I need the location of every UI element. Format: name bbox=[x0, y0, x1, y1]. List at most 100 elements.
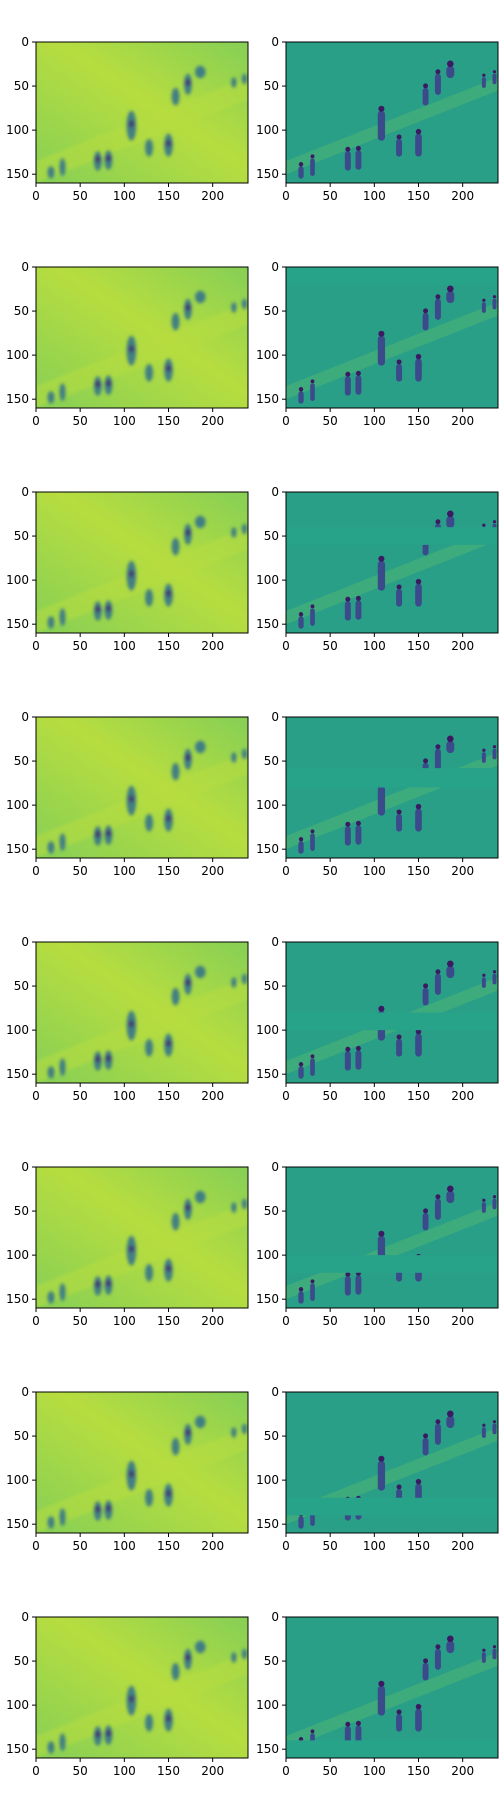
x-tick-label: 150 bbox=[407, 414, 430, 428]
figure-blob bbox=[47, 841, 55, 854]
y-tick-label: 150 bbox=[6, 617, 29, 631]
x-tick-label: 0 bbox=[282, 414, 290, 428]
y-tick-label: 100 bbox=[256, 1698, 279, 1712]
x-tick-label: 150 bbox=[157, 1314, 180, 1328]
image-background bbox=[286, 42, 498, 183]
x-tick-label: 200 bbox=[451, 1539, 474, 1553]
axes-frame bbox=[285, 1391, 499, 1534]
y-tick-label: 150 bbox=[6, 1742, 29, 1756]
x-tick-label: 100 bbox=[113, 414, 136, 428]
figure-silhouette bbox=[344, 376, 351, 396]
figure-blob bbox=[231, 1652, 237, 1663]
x-tick-label: 0 bbox=[32, 414, 40, 428]
figure-silhouette bbox=[492, 1423, 497, 1435]
figure-silhouette bbox=[396, 813, 403, 832]
figure-silhouette bbox=[481, 1427, 486, 1438]
figure-silhouette bbox=[481, 1202, 486, 1213]
figure-blob bbox=[231, 302, 237, 313]
y-tick-label: 50 bbox=[264, 1654, 279, 1668]
y-tick-label: 50 bbox=[264, 754, 279, 768]
figure-silhouette bbox=[422, 987, 429, 1006]
figure-silhouette bbox=[344, 601, 351, 621]
figure-silhouette bbox=[415, 1708, 422, 1732]
y-tick-label: 50 bbox=[14, 1204, 29, 1218]
x-tick-label: 50 bbox=[73, 1764, 88, 1778]
x-tick-label: 50 bbox=[323, 1314, 338, 1328]
x-tick-label: 150 bbox=[407, 1764, 430, 1778]
x-tick-label: 50 bbox=[323, 189, 338, 203]
y-tick-label: 150 bbox=[256, 1517, 279, 1531]
figure-silhouette bbox=[446, 1415, 455, 1429]
figure-blob bbox=[241, 298, 248, 310]
figure-blob bbox=[145, 363, 154, 382]
figure-blob bbox=[171, 1437, 180, 1456]
y-tick-label: 50 bbox=[264, 979, 279, 993]
figure-silhouette bbox=[344, 1276, 351, 1296]
figure-silhouette bbox=[298, 1291, 304, 1304]
x-tick-label: 0 bbox=[282, 1539, 290, 1553]
x-tick-label: 200 bbox=[201, 864, 224, 878]
x-tick-label: 200 bbox=[451, 639, 474, 653]
figure-silhouette bbox=[396, 363, 403, 382]
y-tick-label: 150 bbox=[256, 1067, 279, 1081]
x-tick-label: 150 bbox=[157, 639, 180, 653]
panel-r2-c0: 0 50 100 150 200 0 50 100 150 bbox=[6, 485, 249, 653]
figure-blob bbox=[145, 1038, 154, 1057]
panel-r5-c1: 0 50 100 150 200 0 50 100 150 bbox=[256, 1160, 499, 1328]
panel-r1-c0: 0 50 100 150 200 0 50 100 150 bbox=[6, 260, 249, 428]
figure-blob bbox=[59, 1058, 66, 1076]
figure-silhouette bbox=[355, 375, 362, 395]
figure-silhouette bbox=[396, 138, 403, 157]
x-tick-label: 100 bbox=[363, 1539, 386, 1553]
figure-silhouette bbox=[355, 825, 362, 845]
y-tick-label: 0 bbox=[21, 935, 29, 949]
y-tick-label: 100 bbox=[256, 123, 279, 137]
y-tick-label: 100 bbox=[6, 348, 29, 362]
figure-silhouette bbox=[446, 290, 455, 304]
image-background bbox=[286, 492, 498, 633]
figure-silhouette bbox=[377, 1460, 386, 1491]
x-tick-label: 150 bbox=[407, 864, 430, 878]
x-tick-label: 150 bbox=[157, 414, 180, 428]
figure-blob bbox=[195, 1190, 206, 1204]
x-tick-label: 200 bbox=[201, 1764, 224, 1778]
figure-blob bbox=[47, 1516, 55, 1529]
image-background bbox=[286, 267, 498, 408]
figure-blob bbox=[145, 1263, 154, 1282]
x-tick-label: 200 bbox=[451, 864, 474, 878]
y-tick-label: 50 bbox=[264, 79, 279, 93]
y-tick-label: 0 bbox=[271, 1160, 279, 1174]
x-tick-label: 50 bbox=[73, 864, 88, 878]
figure-silhouette bbox=[481, 977, 486, 988]
x-tick-label: 150 bbox=[157, 1089, 180, 1103]
x-tick-label: 50 bbox=[323, 1539, 338, 1553]
axes-frame bbox=[35, 491, 249, 634]
figure-blob bbox=[171, 1662, 180, 1681]
y-tick-label: 100 bbox=[256, 573, 279, 587]
figure-silhouette bbox=[422, 87, 429, 106]
figure-blob bbox=[145, 588, 154, 607]
figure-blob bbox=[171, 987, 180, 1006]
figure-blob bbox=[47, 1066, 55, 1079]
panel-r7-c1: 0 50 100 150 200 0 50 100 150 bbox=[256, 1610, 499, 1778]
x-tick-label: 0 bbox=[282, 189, 290, 203]
x-tick-label: 0 bbox=[282, 1089, 290, 1103]
figure-blob bbox=[145, 1713, 154, 1732]
y-tick-label: 150 bbox=[6, 392, 29, 406]
figure-silhouette bbox=[310, 833, 315, 851]
figure-blob bbox=[241, 748, 248, 760]
figure-silhouette bbox=[446, 740, 455, 754]
y-tick-label: 0 bbox=[21, 485, 29, 499]
figure-silhouette bbox=[415, 358, 422, 382]
figure-blob bbox=[171, 762, 180, 781]
figure-blob bbox=[195, 1415, 206, 1429]
figure-blob bbox=[59, 608, 66, 626]
x-tick-label: 200 bbox=[201, 639, 224, 653]
y-tick-label: 100 bbox=[256, 1473, 279, 1487]
y-tick-label: 50 bbox=[14, 1429, 29, 1443]
axes-frame bbox=[285, 716, 499, 859]
x-tick-label: 150 bbox=[407, 189, 430, 203]
x-tick-label: 100 bbox=[113, 1539, 136, 1553]
y-tick-label: 100 bbox=[6, 1473, 29, 1487]
